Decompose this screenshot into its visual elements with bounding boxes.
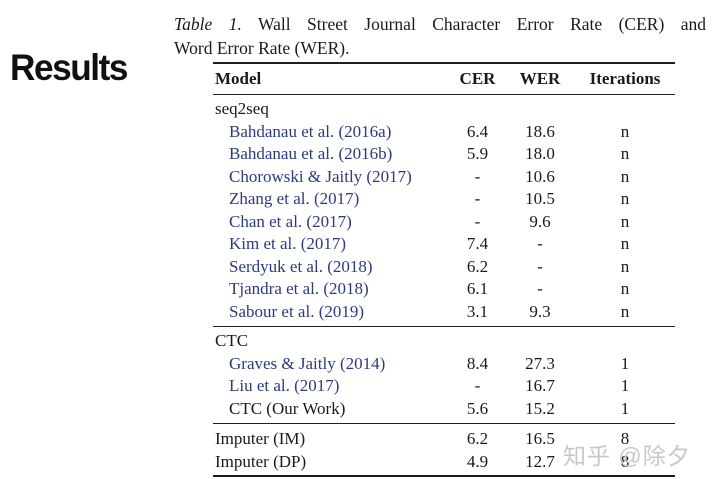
cer-value: - — [474, 376, 481, 395]
model-name: Imputer (IM) — [215, 429, 306, 448]
iterations-value: n — [620, 189, 630, 208]
cer-value: 5.9 — [466, 144, 489, 163]
wer-value: 10.5 — [525, 189, 555, 208]
wer-value: 16.5 — [525, 429, 555, 448]
table-section: Imputer (IM) 6.2 16.5 8 Imputer (DP) 4.9 12.7 8 — [213, 423, 675, 475]
table-row: Kim et al. (2017) 7.4 - n — [213, 233, 675, 256]
iterations-value: 1 — [620, 376, 630, 395]
citation-link[interactable]: Sabour et al. (2019) — [229, 301, 365, 321]
citation-link[interactable]: Liu et al. (2017) — [229, 376, 340, 395]
wer-value: - — [537, 234, 543, 253]
wer-value: 18.6 — [525, 121, 555, 141]
table-row: Chan et al. (2017) - 9.6 n — [213, 211, 675, 234]
iterations-value: 1 — [620, 398, 630, 418]
iterations-value: n — [620, 279, 630, 298]
iterations-value: n — [620, 121, 630, 141]
iterations-value: n — [620, 301, 630, 321]
table-header: Model CER WER Iterations — [213, 64, 675, 95]
table-row: Sabour et al. (2019) 3.1 9.3 n — [213, 301, 675, 324]
cer-value: - — [474, 189, 481, 208]
section-label: CTC — [215, 331, 249, 350]
caption-line-1: Table 1. Wall Street Journal Character E… — [174, 12, 706, 36]
table-section: CTC Graves & Jaitly (2014) 8.4 27.3 1 Liu et … — [213, 326, 675, 423]
table-row: Serdyuk et al. (2018) 6.2 - n — [213, 256, 675, 279]
section-header-row: CTC — [213, 330, 675, 353]
iterations-value: 8 — [620, 451, 630, 471]
iterations-value: n — [620, 234, 630, 253]
cer-value: - — [474, 211, 481, 231]
caption-text: Wall Street Journal Character Error Rate… — [257, 14, 706, 34]
cer-value: 5.6 — [466, 398, 489, 418]
table-body: seq2seq Bahdanau et al. (2016a) 6.4 18.6 n Ba… — [213, 95, 675, 475]
caption-line-2: Word Error Rate (WER). — [174, 38, 350, 58]
column-header-cer: CER — [459, 69, 496, 88]
wer-value: - — [537, 256, 543, 276]
cer-value: 6.4 — [466, 121, 489, 141]
citation-link[interactable]: Tjandra et al. (2018) — [229, 279, 369, 298]
model-name: Imputer (DP) — [215, 451, 307, 471]
table-row: Graves & Jaitly (2014) 8.4 27.3 1 — [213, 353, 675, 376]
table-section: seq2seq Bahdanau et al. (2016a) 6.4 18.6 n Ba… — [213, 95, 675, 326]
iterations-value: 1 — [620, 353, 630, 373]
wer-value: 18.0 — [525, 144, 555, 163]
wer-value: 12.7 — [525, 451, 555, 471]
citation-link[interactable]: Serdyuk et al. (2018) — [229, 256, 373, 276]
citation-link[interactable]: Bahdanau et al. (2016b) — [229, 144, 393, 163]
table-row: Liu et al. (2017) - 16.7 1 — [213, 375, 675, 398]
watermark: 知乎 @除夕 — [563, 443, 691, 469]
table-header-row: Model CER WER Iterations — [213, 64, 675, 94]
table-caption: Table 1. Wall Street Journal Character E… — [174, 12, 706, 60]
cer-value: 6.2 — [466, 429, 489, 448]
iterations-value: n — [620, 211, 630, 231]
cer-value: 6.1 — [466, 279, 489, 298]
table-row: Bahdanau et al. (2016a) 6.4 18.6 n — [213, 121, 675, 144]
column-header-iterations: Iterations — [589, 69, 661, 88]
table-row: CTC (Our Work) 5.6 15.2 1 — [213, 398, 675, 421]
citation-link[interactable]: Bahdanau et al. (2016a) — [229, 121, 392, 141]
wer-value: 9.3 — [529, 301, 551, 321]
caption-label: Table 1. — [174, 14, 242, 34]
cer-value: 4.9 — [466, 451, 489, 471]
section-label: seq2seq — [215, 99, 269, 118]
table-row: Zhang et al. (2017) - 10.5 n — [213, 188, 675, 211]
iterations-value: n — [620, 256, 630, 276]
citation-link[interactable]: Chorowski & Jaitly (2017) — [229, 166, 412, 186]
column-header-model: Model — [215, 69, 262, 88]
cer-value: 8.4 — [466, 353, 489, 373]
table-row: Tjandra et al. (2018) 6.1 - n — [213, 278, 675, 301]
wer-value: 16.7 — [525, 376, 555, 395]
iterations-value: n — [620, 166, 630, 186]
table-row: Chorowski & Jaitly (2017) - 10.6 n — [213, 166, 675, 189]
cer-value: 6.2 — [466, 256, 489, 276]
citation-link[interactable]: Graves & Jaitly (2014) — [229, 353, 386, 373]
model-name: CTC (Our Work) — [229, 398, 346, 418]
results-table: Model CER WER Iterations seq2seq Bahdanau… — [213, 62, 675, 477]
citation-link[interactable]: Chan et al. (2017) — [229, 211, 352, 231]
wer-value: 27.3 — [525, 353, 555, 373]
table-row: Imputer (IM) 6.2 16.5 8 — [213, 428, 675, 451]
column-header-wer: WER — [519, 69, 561, 88]
cer-value: 3.1 — [466, 301, 489, 321]
section-header-row: seq2seq — [213, 98, 675, 121]
iterations-value: 8 — [620, 429, 630, 448]
iterations-value: n — [620, 144, 630, 163]
table-row: Imputer (DP) 4.9 12.7 8 — [213, 451, 675, 474]
wer-value: 15.2 — [525, 398, 555, 418]
table-row: Bahdanau et al. (2016b) 5.9 18.0 n — [213, 143, 675, 166]
citation-link[interactable]: Zhang et al. (2017) — [229, 189, 360, 208]
citation-link[interactable]: Kim et al. (2017) — [229, 234, 347, 253]
page-title: Results — [10, 47, 128, 88]
wer-value: 9.6 — [529, 211, 551, 231]
wer-value: 10.6 — [525, 166, 555, 186]
cer-value: 7.4 — [466, 234, 489, 253]
cer-value: - — [474, 166, 481, 186]
wer-value: - — [537, 279, 543, 298]
